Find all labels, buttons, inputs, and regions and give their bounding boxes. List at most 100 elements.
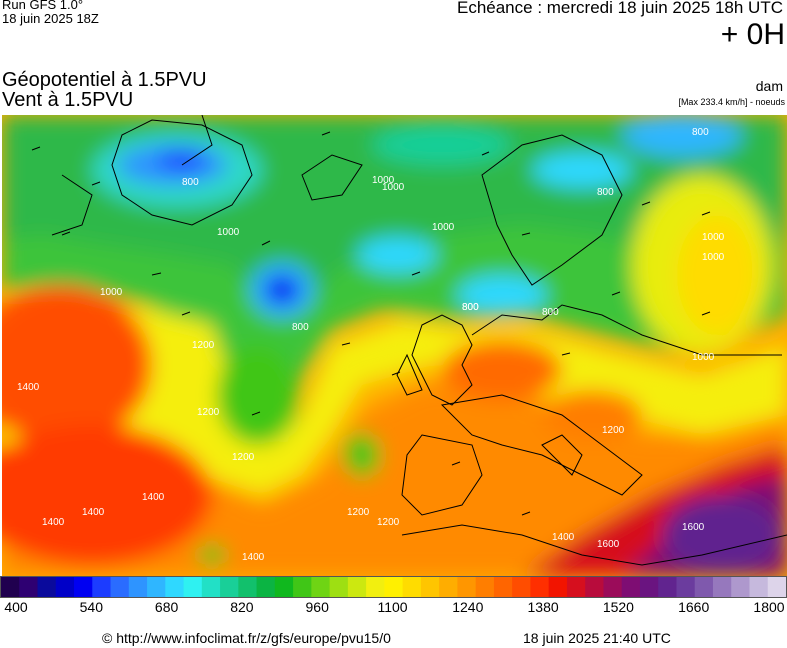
contour-label: 1000 [432,222,455,233]
contour-label: 800 [597,187,614,198]
model-label: Run GFS 1.0° [2,0,84,12]
color-scale-swatch [1,577,20,597]
color-scale-tick-label: 1100 [377,599,408,615]
color-scale-swatch [402,577,422,597]
color-scale-swatch [749,577,769,597]
contour-label: 1200 [197,407,220,418]
color-scale-ticks: 400 540 680 820 960 1100 1240 1380 1520 1660 1800 [0,599,787,619]
color-scale-swatch [311,577,331,597]
contour-label: 1000 [372,175,395,186]
contour-label: 1400 [17,382,40,393]
color-scale-tick-label: 1380 [527,599,559,615]
color-scale-swatch [639,577,659,597]
color-scale-swatch [165,577,185,597]
forecast-offset: + 0H [720,18,785,51]
color-scale-tick-label: 1520 [602,599,634,615]
contour-label: 1600 [682,522,705,533]
color-scale-swatch [658,577,677,597]
geopotential-field [2,115,787,576]
contour-label: 1400 [82,507,105,518]
color-scale-swatch [238,577,258,597]
color-scale-swatch [128,577,148,597]
map-canvas: 800 1000 800 1000 1000 800 800 1000 1200… [2,115,787,576]
color-scale-swatch [439,577,458,597]
contour-label: 1600 [597,539,620,550]
contour-label: 800 [692,127,709,138]
map-titles: Géopotentiel à 1.5PVU Vent à 1.5PVU [2,70,207,110]
color-scale-swatch [220,577,239,597]
contour-label: 1000 [382,182,405,193]
color-scale-swatch [457,577,477,597]
color-scale-swatch [293,577,312,597]
color-scale-swatch [712,577,732,597]
color-scale-swatch [530,577,550,597]
coastlines [51,115,787,566]
contour-label: 1000 [702,252,725,263]
color-scale-swatch [475,577,495,597]
forecast-time: Echéance : mercredi 18 juin 2025 18h UTC [456,0,783,17]
generated-time: 18 juin 2025 21:40 UTC [523,630,671,646]
color-scale-swatch [55,577,75,597]
contour-label: 800 [292,322,309,333]
contour-label: 1400 [42,517,65,528]
contour-label: 1200 [377,517,400,528]
color-scale-swatch [420,577,440,597]
weather-map: 800 1000 800 1000 1000 800 800 1000 1200… [2,115,787,576]
color-scale-swatch [19,577,39,597]
unit-label: dam [755,78,783,94]
color-scale-swatch [548,577,568,597]
color-scale-bar [0,576,787,598]
contour-label: 800 [182,177,199,188]
color-scale-swatch [603,577,623,597]
contour-label: 800 [462,302,479,313]
color-scale-swatch [256,577,276,597]
contour-label: 800 [542,307,559,318]
contour-label: 1000 [702,232,725,243]
color-scale-swatch [201,577,221,597]
copyright: © http://www.infoclimat.fr/z/gfs/europe/… [102,630,391,646]
contour-label: 800 [462,302,479,313]
color-scale-swatch [74,577,93,597]
color-scale-swatch [37,577,57,597]
color-scale-swatch [183,577,203,597]
color-scale [1,577,786,597]
color-scale-swatch [731,577,750,597]
color-scale-tick-label: 400 [4,599,28,615]
contour-labels: 800 1000 800 1000 1000 800 800 1000 1200… [17,127,725,563]
color-scale-swatch [566,577,586,597]
color-scale-swatch [366,577,385,597]
contour-label: 1000 [100,287,123,298]
color-scale-swatch [347,577,367,597]
contour-label: 1400 [142,492,165,503]
color-scale-swatch [110,577,130,597]
contour-label: 1000 [692,352,715,363]
color-scale-tick-label: 1660 [678,599,710,615]
color-scale-tick-label: 820 [230,599,254,615]
title-wind: Vent à 1.5PVU [2,89,134,111]
color-scale-swatch [274,577,294,597]
run-time: 18 juin 2025 18Z [2,11,99,26]
color-scale-swatch [767,577,786,597]
color-scale-swatch [621,577,641,597]
color-scale-swatch [147,577,166,597]
color-scale-tick-label: 1240 [452,599,484,615]
contour-label: 1400 [242,552,265,563]
color-scale-swatch [329,577,349,597]
color-scale-swatch [512,577,531,597]
color-scale-tick-label: 540 [79,599,103,615]
contour-label: 1200 [347,507,370,518]
color-scale-swatch [694,577,714,597]
color-scale-tick-label: 1800 [753,599,785,615]
max-wind-label: [Max 233.4 km/h] - noeuds [678,97,785,107]
wind-barbs [31,131,711,516]
color-scale-swatch [92,577,112,597]
color-scale-tick-label: 680 [154,599,179,615]
contour-label: 1200 [602,425,625,436]
contour-label: 1200 [232,452,255,463]
run-info: Run GFS 1.0° 18 juin 2025 18Z [2,0,99,26]
color-scale-swatch [493,577,513,597]
color-scale-tick-label: 960 [305,599,329,615]
contour-label: 1400 [552,532,575,543]
color-scale-swatch [384,577,404,597]
color-scale-swatch [585,577,604,597]
